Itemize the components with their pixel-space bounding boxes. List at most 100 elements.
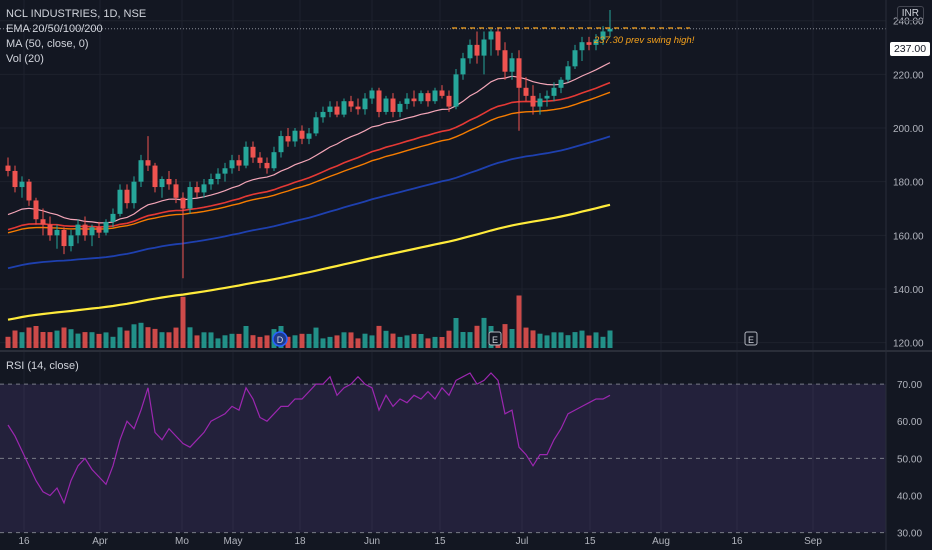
volume-bar [481, 317, 487, 348]
candle-body [474, 44, 480, 56]
candle [229, 154, 235, 174]
candle [201, 179, 207, 198]
volume-bar [523, 327, 529, 348]
candle [327, 101, 333, 118]
candle-body [544, 95, 550, 99]
rsi-legend[interactable]: RSI (14, close) [6, 360, 79, 372]
ema-legend[interactable]: EMA 20/50/100/200 [6, 23, 103, 35]
candle-body [40, 219, 46, 225]
candle-body [278, 136, 284, 153]
volume-bar [68, 329, 74, 348]
volume-bar [47, 332, 53, 348]
candle-body [313, 117, 319, 134]
candle [257, 152, 263, 169]
x-tick-label: 15 [584, 536, 596, 547]
candle [439, 85, 445, 99]
volume-bar [579, 330, 585, 348]
candle-body [306, 133, 312, 139]
volume-bar [54, 330, 60, 348]
volume-bar [19, 332, 25, 348]
candle-body [208, 179, 214, 185]
volume-bar [362, 333, 368, 348]
currency-label[interactable]: INR [896, 6, 924, 21]
candle-body [243, 146, 249, 166]
candle [96, 221, 102, 239]
candle-body [439, 90, 445, 96]
candle-body [180, 197, 186, 209]
candle [607, 10, 613, 37]
candle-body [159, 179, 165, 188]
volume-bar [250, 335, 256, 348]
volume-bar [110, 336, 116, 348]
candle-body [131, 181, 137, 204]
candle-body [418, 93, 424, 102]
candle-body [68, 235, 74, 247]
candle [488, 28, 494, 56]
candle-body [173, 184, 179, 198]
candle-body [509, 58, 515, 72]
vol-legend[interactable]: Vol (20) [6, 53, 44, 65]
candle [110, 208, 116, 228]
candle [516, 50, 522, 131]
candle-body [103, 221, 109, 233]
candle [12, 165, 18, 193]
candle [460, 52, 466, 80]
candle-body [495, 31, 501, 51]
candle [47, 216, 53, 241]
candle-body [404, 98, 410, 104]
volume-bar [439, 337, 445, 348]
candle [26, 179, 32, 206]
volume-bar [425, 338, 431, 348]
candle [54, 224, 60, 249]
candle-body [19, 181, 25, 188]
x-tick-label: Apr [92, 536, 108, 547]
candle-body [537, 98, 543, 107]
volume-bar [474, 325, 480, 348]
volume-bar [600, 336, 606, 348]
candle [131, 176, 137, 209]
candle [138, 154, 144, 188]
candle-body [75, 224, 81, 236]
event-marker: E [744, 331, 758, 346]
candle-body [481, 39, 487, 56]
candle-body [607, 28, 613, 32]
volume-bar [537, 333, 543, 348]
candle [362, 93, 368, 115]
candle [292, 128, 298, 147]
x-tick-label: 15 [434, 536, 446, 547]
candle-body [285, 136, 291, 142]
swing-high-annotation: 237.30 prev swing high! [594, 35, 695, 46]
candle [404, 93, 410, 110]
candle [82, 216, 88, 241]
ma-legend[interactable]: MA (50, close, 0) [6, 38, 89, 50]
volume-bar [530, 330, 536, 348]
candle [159, 176, 165, 198]
event-marker-label: D [277, 335, 284, 345]
candle [341, 98, 347, 118]
ema-50-line [7, 81, 611, 231]
volume-bar [96, 333, 102, 348]
candle [495, 28, 501, 56]
candle-body [453, 74, 459, 107]
price-tick-label: 160.00 [893, 231, 924, 242]
volume-bar [138, 322, 144, 348]
candle [285, 128, 291, 147]
volume-bar [411, 333, 417, 348]
candle-body [390, 98, 396, 112]
price-tick-label: 200.00 [893, 124, 924, 135]
earnings-marker [488, 331, 502, 346]
volume-bar [26, 327, 32, 348]
candle [194, 181, 200, 198]
candle-body [586, 42, 592, 45]
candle-body [467, 44, 473, 59]
candle-body [89, 227, 95, 236]
symbol-title[interactable]: NCL INDUSTRIES, 1D, NSE [6, 8, 147, 20]
candle [5, 157, 11, 177]
price-tick-label: 220.00 [893, 70, 924, 81]
candle [243, 141, 249, 169]
candle-body [376, 90, 382, 112]
candle-body [579, 42, 585, 51]
candle [145, 136, 151, 171]
volume-bar [159, 332, 165, 348]
